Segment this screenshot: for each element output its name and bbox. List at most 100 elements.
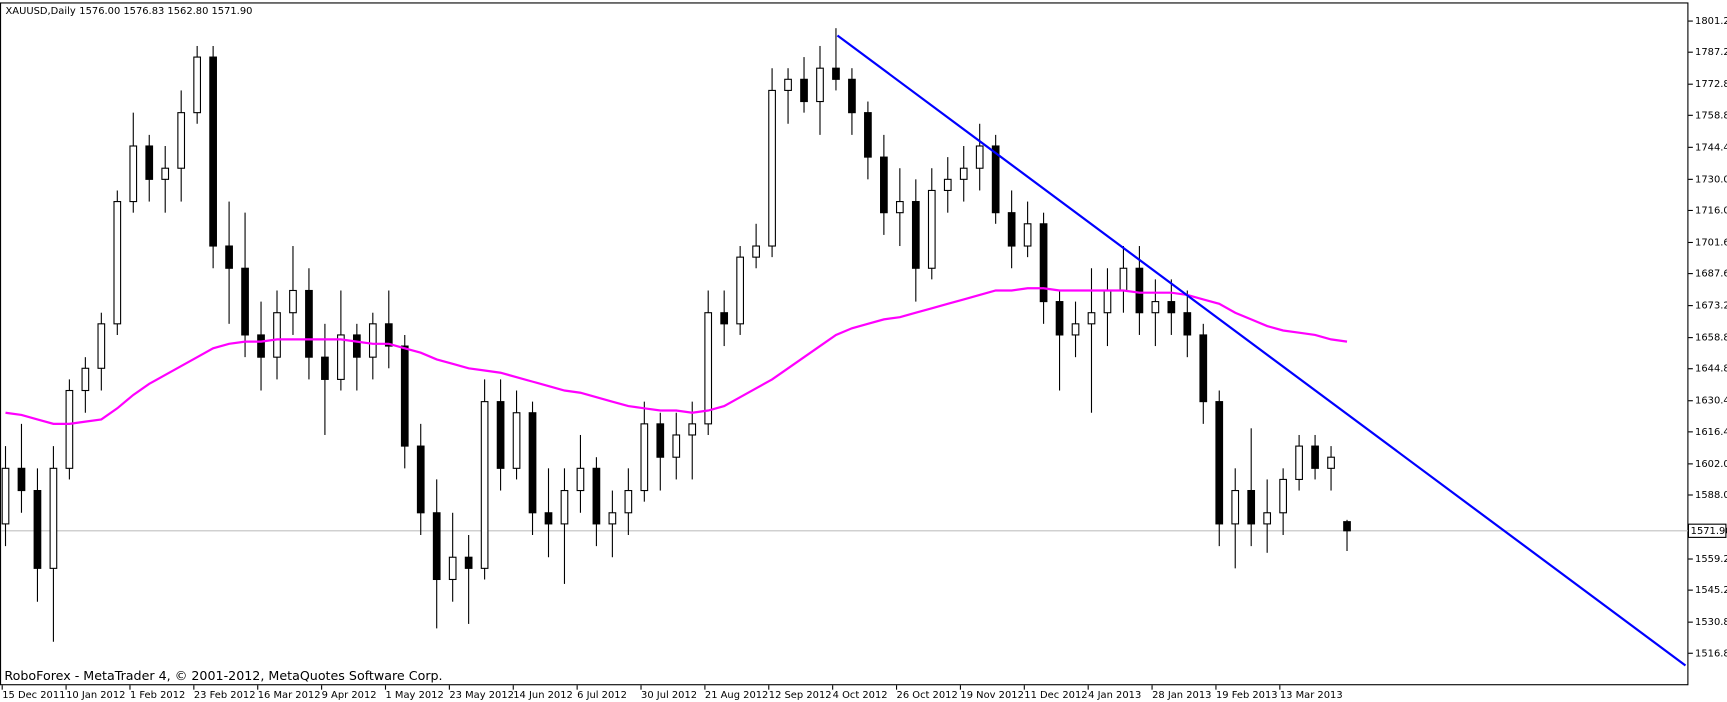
candle-body — [1119, 267, 1128, 292]
header-ohlc: 1562.80 — [167, 6, 208, 17]
candle-body — [97, 323, 106, 369]
candle-body — [911, 201, 920, 269]
y-tick-label: 1744.40 — [1695, 142, 1727, 153]
candle-body — [225, 245, 233, 269]
x-tick-label: 21 Aug 2012 — [705, 690, 768, 701]
trendline — [836, 34, 1687, 667]
candle-body — [528, 412, 537, 514]
candle-body — [640, 423, 649, 492]
y-tick-label: 1687.60 — [1695, 269, 1727, 280]
y-tick-label: 1588.00 — [1695, 490, 1727, 501]
candle-body — [241, 267, 249, 336]
y-tick-label: 1716.00 — [1695, 205, 1727, 216]
candle-body — [432, 512, 441, 581]
header-ohlc: 1571.90 — [211, 6, 252, 17]
candle-body — [464, 556, 473, 569]
candle-body — [129, 145, 138, 203]
candle-body — [1215, 401, 1224, 525]
x-tick-label: 9 Apr 2012 — [322, 690, 377, 701]
y-tick-label: 1701.60 — [1695, 237, 1727, 248]
candle-body — [991, 145, 1000, 214]
candle-body — [688, 423, 697, 436]
y-tick-label: 1772.80 — [1695, 79, 1727, 90]
candle-body — [1007, 212, 1016, 247]
candle-body — [1247, 489, 1256, 525]
x-tick-label: 14 Jun 2012 — [513, 690, 573, 701]
candle-body — [1343, 521, 1351, 532]
x-tick-label: 4 Jan 2013 — [1088, 690, 1141, 701]
candle-body — [161, 167, 170, 180]
candle-body — [145, 145, 154, 180]
x-tick-label: 12 Sep 2012 — [769, 690, 832, 701]
y-tick-label: 1616.40 — [1695, 427, 1727, 438]
candle-body — [416, 445, 425, 514]
candle-body — [1071, 323, 1080, 336]
x-tick-label: 1 May 2012 — [385, 690, 443, 701]
candle-body — [927, 189, 936, 269]
x-tick-label: 15 Dec 2011 — [2, 690, 65, 701]
candle-body — [800, 78, 808, 103]
chart-title: XAUUSD,Daily — [6, 6, 76, 17]
price-marker-label: 1571.90 — [1691, 526, 1727, 537]
price-marker — [1687, 523, 1727, 538]
x-tick-label: 28 Jan 2013 — [1152, 690, 1211, 701]
y-tick-label: 1545.20 — [1695, 585, 1727, 596]
x-tick-label: 23 May 2012 — [449, 690, 514, 701]
candle-body — [1167, 301, 1176, 314]
candle-body — [512, 412, 521, 469]
x-tick-label: 19 Nov 2012 — [960, 690, 1023, 701]
candle-body — [337, 334, 345, 380]
moving-average — [5, 287, 1348, 425]
candle-body — [496, 401, 505, 469]
x-tick-label: 23 Feb 2012 — [194, 690, 256, 701]
x-tick-label: 26 Oct 2012 — [897, 690, 958, 701]
y-tick-label: 1658.80 — [1695, 333, 1727, 344]
candle-body — [17, 467, 26, 492]
x-tick-label: 11 Dec 2012 — [1024, 690, 1087, 701]
header-ohlc: 1576.83 — [123, 6, 164, 17]
candle-body — [576, 467, 585, 492]
candle-body — [704, 312, 713, 425]
y-tick-label: 1673.20 — [1695, 301, 1727, 312]
candle-body — [864, 112, 872, 158]
x-tick-label: 19 Feb 2013 — [1216, 690, 1278, 701]
candle-body — [784, 78, 792, 91]
x-tick-label: 13 Mar 2013 — [1280, 690, 1343, 701]
candle-body — [384, 323, 393, 347]
candle-body — [352, 334, 361, 358]
header-ohlc: 1576.00 — [79, 6, 120, 17]
y-tick-label: 1801.20 — [1695, 16, 1727, 27]
candle-body — [959, 167, 968, 180]
candle-body — [177, 112, 186, 169]
candle-body — [624, 489, 633, 514]
candle-body — [257, 334, 265, 358]
candle-body — [289, 289, 297, 314]
footer: RoboForex - MetaTrader 4, © 2001-2012, M… — [4, 668, 442, 683]
candle-body — [832, 67, 840, 80]
candle-body — [592, 467, 601, 525]
candle-body — [193, 56, 202, 114]
candle-body — [672, 434, 681, 458]
candle-body — [1023, 223, 1032, 247]
candle-body — [273, 312, 281, 358]
candle-body — [1199, 334, 1208, 403]
y-tick-label: 1644.80 — [1695, 364, 1727, 375]
candle-body — [1055, 301, 1064, 336]
candle-body — [975, 145, 984, 169]
y-tick-label: 1630.40 — [1695, 396, 1727, 407]
candle-body — [1279, 478, 1287, 514]
candle-body — [1, 467, 10, 525]
candle-body — [1039, 223, 1048, 303]
candle-body — [895, 201, 904, 214]
candle-body — [848, 78, 856, 114]
candle-body — [400, 345, 409, 447]
candle-body — [49, 467, 58, 569]
candles — [1, 28, 1351, 642]
y-tick-label: 1559.20 — [1695, 554, 1727, 565]
x-tick-label: 16 Mar 2012 — [258, 690, 321, 701]
candle-body — [113, 201, 122, 325]
candle-body — [1183, 312, 1192, 336]
x-tick-label: 30 Jul 2012 — [641, 690, 697, 701]
y-tick-label: 1530.80 — [1695, 617, 1727, 628]
